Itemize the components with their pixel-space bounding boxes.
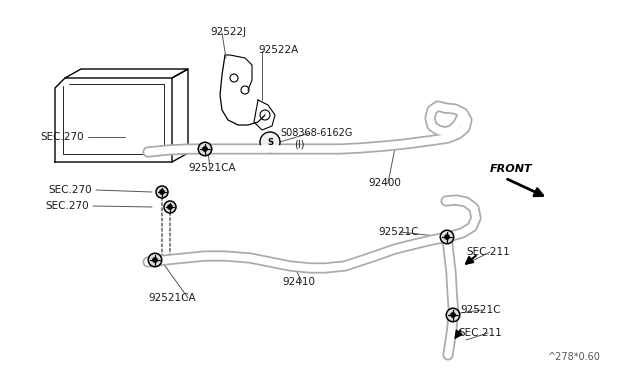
Text: (I): (I): [294, 139, 305, 149]
Text: SEC.270: SEC.270: [40, 132, 84, 142]
Circle shape: [445, 234, 449, 240]
Text: 92522J: 92522J: [210, 27, 246, 37]
Circle shape: [168, 205, 173, 209]
Circle shape: [148, 253, 162, 267]
Text: SEC.270: SEC.270: [45, 201, 88, 211]
Text: 92522A: 92522A: [258, 45, 298, 55]
Text: S08368-6162G: S08368-6162G: [280, 128, 353, 138]
Text: 92521CA: 92521CA: [188, 163, 236, 173]
Text: SEC.211: SEC.211: [466, 247, 509, 257]
Text: FRONT: FRONT: [490, 164, 532, 174]
Text: SEC.270: SEC.270: [48, 185, 92, 195]
Text: 92521C: 92521C: [378, 227, 419, 237]
Text: 92521CA: 92521CA: [148, 293, 196, 303]
Text: SEC.211: SEC.211: [458, 328, 502, 338]
Circle shape: [159, 189, 164, 195]
Text: 92400: 92400: [368, 178, 401, 188]
Text: 92521C: 92521C: [460, 305, 500, 315]
Circle shape: [451, 312, 456, 317]
Circle shape: [156, 186, 168, 198]
Circle shape: [440, 230, 454, 244]
Circle shape: [152, 257, 157, 263]
Text: 92410: 92410: [282, 277, 315, 287]
Text: ^278*0.60: ^278*0.60: [548, 352, 601, 362]
Text: S: S: [267, 138, 273, 147]
Circle shape: [164, 201, 176, 213]
Circle shape: [260, 132, 280, 152]
Circle shape: [202, 147, 207, 151]
Circle shape: [446, 308, 460, 322]
Circle shape: [198, 142, 212, 156]
